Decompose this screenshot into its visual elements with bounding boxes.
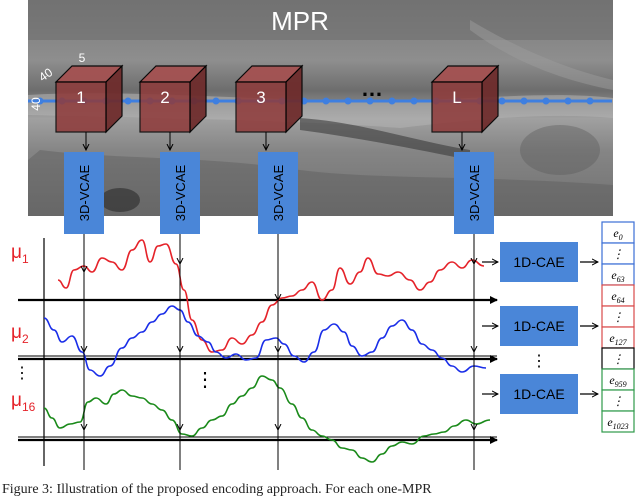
- cube-3: 3: [234, 64, 304, 150]
- cae-label: 1D-CAE: [513, 386, 564, 402]
- embedding-cell-label: ⋮: [612, 352, 624, 366]
- cube-4: L: [430, 64, 500, 150]
- centerline-point: [520, 97, 528, 105]
- embedding-vector: e0 ⋮ e63 e64 ⋮ e127 ⋮ e959 ⋮ e1023: [601, 221, 635, 433]
- centerline-point: [586, 97, 594, 105]
- embedding-cell-label: e64: [611, 289, 624, 305]
- cae-label: 1D-CAE: [513, 254, 564, 270]
- embedding-cell-label: e63: [611, 268, 624, 284]
- centerline-point: [124, 97, 132, 105]
- centerline-point: [366, 97, 374, 105]
- signal-label-1: μ1: [11, 242, 29, 266]
- cube-1: 1: [54, 64, 124, 150]
- embedding-group-2: e64 ⋮ e127: [601, 284, 635, 349]
- cube-width-label: 5: [79, 51, 86, 65]
- embedding-cell-label: e1023: [607, 415, 628, 431]
- signal-plot: ⋮ ⋮: [14, 238, 498, 466]
- encoder-group: 3D-VCAE 3D-VCAE 3D-VCAE 3D-VCAE: [64, 152, 494, 234]
- centerline-point: [388, 97, 396, 105]
- encoder-3d-vcae-2: 3D-VCAE: [160, 152, 200, 234]
- encoder-label: 3D-VCAE: [77, 165, 92, 222]
- cube-height-label: 40: [29, 97, 43, 111]
- cae-block-2: 1D-CAE: [482, 306, 598, 346]
- signal-mu2-line: [43, 305, 487, 377]
- centerline-point: [542, 97, 550, 105]
- cube-label: 2: [160, 88, 169, 107]
- signal-label-3: μ16: [11, 390, 36, 414]
- encoder-3d-vcae-1: 3D-VCAE: [64, 152, 104, 234]
- cube-label: 3: [256, 88, 265, 107]
- centerline-point: [212, 97, 220, 105]
- embedding-cell-label: e959: [609, 373, 626, 389]
- embedding-cell-label: ⋮: [612, 310, 624, 324]
- cube-2: 2: [138, 64, 208, 150]
- signal-mu1-line: [57, 239, 485, 353]
- cube-label: L: [452, 88, 461, 107]
- centerline-point: [410, 97, 418, 105]
- mpr-label: MPR: [271, 6, 329, 36]
- signal-labels: μ1 μ2 μ16: [11, 242, 36, 414]
- embedding-cell-label: ⋮: [612, 247, 624, 261]
- embedding-cell-label: ⋮: [612, 394, 624, 408]
- signal-mu16-line: [43, 375, 491, 463]
- encoder-label: 3D-VCAE: [173, 165, 188, 222]
- encoder-label: 3D-VCAE: [271, 165, 286, 222]
- signal-label-2: μ2: [11, 322, 29, 346]
- embedding-cell-label: e0: [613, 226, 622, 242]
- centerline-point: [36, 97, 44, 105]
- ellipsis-mid-cae: ⋮: [531, 353, 547, 370]
- centerline-point: [344, 97, 352, 105]
- embedding-cell-label: e127: [609, 331, 627, 347]
- cae-block-3: 1D-CAE: [482, 374, 598, 414]
- ellipsis-mid-plot: ⋮: [195, 369, 215, 391]
- cae-label: 1D-CAE: [513, 318, 564, 334]
- embedding-group-1: e0 ⋮ e63: [601, 221, 635, 286]
- ellipsis-mid-left: ⋮: [14, 365, 30, 382]
- encoder-3d-vcae-4: 3D-VCAE: [454, 152, 494, 234]
- figure-caption: Figure 3: Illustration of the proposed e…: [2, 482, 432, 497]
- embedding-group-3: ⋮: [601, 347, 635, 370]
- centerline-point: [322, 97, 330, 105]
- ellipsis-top: …: [361, 76, 383, 101]
- cube-label: 1: [76, 88, 85, 107]
- centerline-point: [564, 97, 572, 105]
- cae-group: 1D-CAE 1D-CAE 1D-CAE: [482, 242, 598, 414]
- embedding-group-4: e959 ⋮ e1023: [601, 368, 635, 433]
- encoder-label: 3D-VCAE: [467, 165, 482, 222]
- vertical-arrows: [84, 234, 474, 470]
- encoder-3d-vcae-3: 3D-VCAE: [258, 152, 298, 234]
- cube-group: 1 2 3 L: [54, 64, 500, 150]
- embedding-cell: [601, 410, 635, 433]
- centerline-point: [498, 97, 506, 105]
- cae-block-1: 1D-CAE: [482, 242, 598, 282]
